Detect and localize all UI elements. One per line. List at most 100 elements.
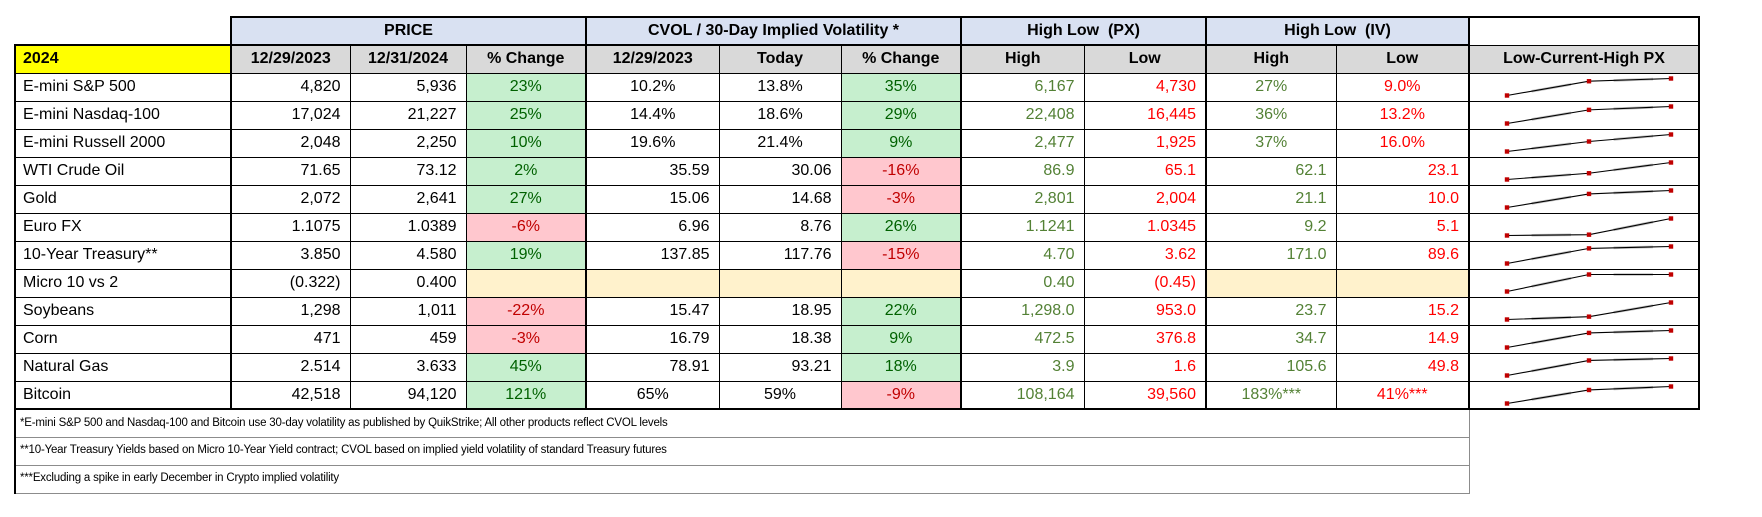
product-name-cell[interactable]: E-mini Russell 2000 bbox=[14, 128, 232, 158]
product-name-cell[interactable]: Soybeans bbox=[14, 296, 232, 326]
sparkline-cell[interactable] bbox=[1468, 212, 1700, 242]
iv-low-cell[interactable]: 89.6 bbox=[1335, 240, 1470, 270]
cvol-change-cell[interactable]: -15% bbox=[840, 240, 962, 270]
px-low-cell[interactable]: 376.8 bbox=[1083, 324, 1207, 354]
sparkline-cell[interactable] bbox=[1468, 268, 1700, 298]
px-high-cell[interactable]: 1,298.0 bbox=[960, 296, 1085, 326]
cvol-change-cell[interactable] bbox=[840, 268, 962, 298]
iv-low-cell[interactable]: 16.0% bbox=[1335, 128, 1470, 158]
col-px-high[interactable]: High bbox=[960, 44, 1085, 74]
iv-high-cell[interactable]: 183%*** bbox=[1205, 380, 1337, 410]
px-low-cell[interactable]: 1,925 bbox=[1083, 128, 1207, 158]
col-sparkline-header[interactable]: Low-Current-High PX bbox=[1468, 44, 1700, 74]
cvol-start-cell[interactable]: 15.06 bbox=[585, 184, 720, 214]
price-end-cell[interactable]: 0.400 bbox=[349, 268, 467, 298]
sparkline-cell[interactable] bbox=[1468, 380, 1700, 410]
price-start-cell[interactable]: 1.1075 bbox=[230, 212, 351, 242]
cvol-today-cell[interactable]: 18.95 bbox=[718, 296, 842, 326]
iv-high-cell[interactable]: 27% bbox=[1205, 72, 1337, 102]
cvol-today-cell[interactable]: 18.38 bbox=[718, 324, 842, 354]
price-end-cell[interactable]: 1.0389 bbox=[349, 212, 467, 242]
price-end-cell[interactable]: 21,227 bbox=[349, 100, 467, 130]
highlow-px-group-header[interactable]: High Low (PX) bbox=[960, 16, 1207, 46]
iv-high-cell[interactable]: 21.1 bbox=[1205, 184, 1337, 214]
price-change-cell[interactable]: 23% bbox=[465, 72, 587, 102]
footnote-3[interactable]: ***Excluding a spike in early December i… bbox=[14, 464, 1470, 494]
sparkline-cell[interactable] bbox=[1468, 100, 1700, 130]
iv-low-cell[interactable]: 49.8 bbox=[1335, 352, 1470, 382]
price-start-cell[interactable]: 2,048 bbox=[230, 128, 351, 158]
product-name-cell[interactable]: Euro FX bbox=[14, 212, 232, 242]
sparkline-cell[interactable] bbox=[1468, 184, 1700, 214]
px-high-cell[interactable]: 86.9 bbox=[960, 156, 1085, 186]
px-low-cell[interactable]: 1.6 bbox=[1083, 352, 1207, 382]
product-name-cell[interactable]: Natural Gas bbox=[14, 352, 232, 382]
px-low-cell[interactable]: 953.0 bbox=[1083, 296, 1207, 326]
iv-low-cell[interactable]: 15.2 bbox=[1335, 296, 1470, 326]
price-change-cell[interactable]: 27% bbox=[465, 184, 587, 214]
cvol-change-cell[interactable]: -16% bbox=[840, 156, 962, 186]
price-start-cell[interactable]: 17,024 bbox=[230, 100, 351, 130]
cvol-start-cell[interactable]: 14.4% bbox=[585, 100, 720, 130]
iv-high-cell[interactable]: 37% bbox=[1205, 128, 1337, 158]
px-high-cell[interactable]: 472.5 bbox=[960, 324, 1085, 354]
col-price-change[interactable]: % Change bbox=[465, 44, 587, 74]
iv-low-cell[interactable]: 41%*** bbox=[1335, 380, 1470, 410]
cvol-change-cell[interactable]: -9% bbox=[840, 380, 962, 410]
cvol-today-cell[interactable]: 8.76 bbox=[718, 212, 842, 242]
cvol-start-cell[interactable]: 15.47 bbox=[585, 296, 720, 326]
px-high-cell[interactable]: 1.1241 bbox=[960, 212, 1085, 242]
price-end-cell[interactable]: 4.580 bbox=[349, 240, 467, 270]
sparkline-cell[interactable] bbox=[1468, 128, 1700, 158]
px-high-cell[interactable]: 22,408 bbox=[960, 100, 1085, 130]
px-high-cell[interactable]: 2,477 bbox=[960, 128, 1085, 158]
price-change-cell[interactable]: 45% bbox=[465, 352, 587, 382]
price-end-cell[interactable]: 5,936 bbox=[349, 72, 467, 102]
px-low-cell[interactable]: 65.1 bbox=[1083, 156, 1207, 186]
cvol-today-cell[interactable]: 14.68 bbox=[718, 184, 842, 214]
col-px-low[interactable]: Low bbox=[1083, 44, 1207, 74]
price-start-cell[interactable]: 1,298 bbox=[230, 296, 351, 326]
col-iv-high[interactable]: High bbox=[1205, 44, 1337, 74]
px-low-cell[interactable]: 3.62 bbox=[1083, 240, 1207, 270]
price-start-cell[interactable]: (0.322) bbox=[230, 268, 351, 298]
cvol-change-cell[interactable]: 35% bbox=[840, 72, 962, 102]
iv-high-cell[interactable]: 36% bbox=[1205, 100, 1337, 130]
price-end-cell[interactable]: 2,250 bbox=[349, 128, 467, 158]
iv-low-cell[interactable]: 14.9 bbox=[1335, 324, 1470, 354]
product-name-cell[interactable]: 10-Year Treasury** bbox=[14, 240, 232, 270]
price-change-cell[interactable]: 121% bbox=[465, 380, 587, 410]
cvol-today-cell[interactable]: 18.6% bbox=[718, 100, 842, 130]
iv-low-cell[interactable]: 10.0 bbox=[1335, 184, 1470, 214]
price-end-cell[interactable]: 94,120 bbox=[349, 380, 467, 410]
sparkline-cell[interactable] bbox=[1468, 72, 1700, 102]
iv-low-cell[interactable]: 5.1 bbox=[1335, 212, 1470, 242]
cvol-today-cell[interactable]: 21.4% bbox=[718, 128, 842, 158]
cvol-start-cell[interactable]: 16.79 bbox=[585, 324, 720, 354]
price-end-cell[interactable]: 3.633 bbox=[349, 352, 467, 382]
footnote-1[interactable]: *E-mini S&P 500 and Nasdaq-100 and Bitco… bbox=[14, 408, 1470, 438]
footnote-2[interactable]: **10-Year Treasury Yields based on Micro… bbox=[14, 436, 1470, 466]
px-low-cell[interactable]: 1.0345 bbox=[1083, 212, 1207, 242]
price-change-cell[interactable]: -6% bbox=[465, 212, 587, 242]
price-end-cell[interactable]: 459 bbox=[349, 324, 467, 354]
price-start-cell[interactable]: 471 bbox=[230, 324, 351, 354]
cvol-start-cell[interactable]: 35.59 bbox=[585, 156, 720, 186]
iv-high-cell[interactable]: 105.6 bbox=[1205, 352, 1337, 382]
iv-high-cell[interactable]: 9.2 bbox=[1205, 212, 1337, 242]
px-low-cell[interactable]: 16,445 bbox=[1083, 100, 1207, 130]
cvol-today-cell[interactable]: 30.06 bbox=[718, 156, 842, 186]
price-end-cell[interactable]: 2,641 bbox=[349, 184, 467, 214]
px-high-cell[interactable]: 6,167 bbox=[960, 72, 1085, 102]
cvol-today-cell[interactable]: 59% bbox=[718, 380, 842, 410]
col-price-start-date[interactable]: 12/29/2023 bbox=[230, 44, 351, 74]
px-low-cell[interactable]: 4,730 bbox=[1083, 72, 1207, 102]
price-start-cell[interactable]: 3.850 bbox=[230, 240, 351, 270]
product-name-cell[interactable]: E-mini S&P 500 bbox=[14, 72, 232, 102]
iv-high-cell[interactable]: 171.0 bbox=[1205, 240, 1337, 270]
price-start-cell[interactable]: 42,518 bbox=[230, 380, 351, 410]
col-cvol-today[interactable]: Today bbox=[718, 44, 842, 74]
price-end-cell[interactable]: 73.12 bbox=[349, 156, 467, 186]
px-high-cell[interactable]: 108,164 bbox=[960, 380, 1085, 410]
col-cvol-change[interactable]: % Change bbox=[840, 44, 962, 74]
